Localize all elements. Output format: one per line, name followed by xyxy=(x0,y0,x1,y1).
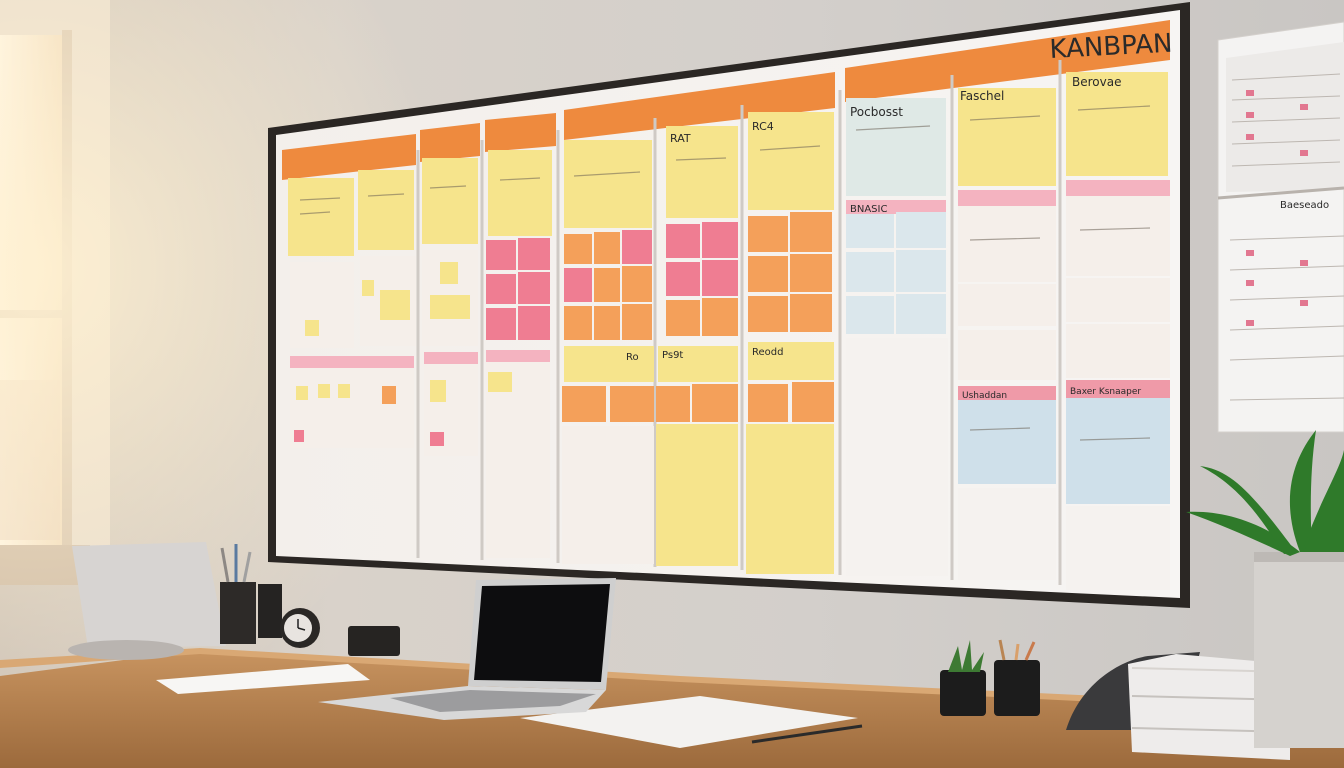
board-title: KANBPAN xyxy=(1049,29,1173,65)
paper-left xyxy=(156,664,370,694)
column-label-1: Pocbosst xyxy=(850,105,903,119)
column-header-4 xyxy=(564,72,835,140)
column-2-notes xyxy=(422,158,478,456)
note-mark-1: RAT xyxy=(670,132,691,145)
note-mark-4: Ps9t xyxy=(662,350,683,361)
column-9-notes xyxy=(1066,72,1170,590)
column-4-notes xyxy=(562,140,654,564)
kanban-board: KANBPAN xyxy=(268,2,1190,608)
note-mark-8: Reodd xyxy=(752,347,783,358)
column-header-2 xyxy=(420,123,480,162)
column-1-notes xyxy=(288,170,416,448)
note-mark-6: Ushaddan xyxy=(962,391,1007,401)
note-mark-5: BNASIC xyxy=(850,204,887,215)
note-mark-7: Baxer Ksnaaper xyxy=(1070,387,1141,397)
note-mark-2: RC4 xyxy=(752,120,774,133)
potted-plant xyxy=(1186,430,1344,748)
wall-chart-title: Baeseado xyxy=(1280,200,1329,211)
laptop xyxy=(318,578,616,720)
note-mark-3: Ro xyxy=(626,352,639,363)
column-8-notes xyxy=(958,88,1056,580)
column-header-3 xyxy=(485,113,556,152)
column-header-5 xyxy=(845,20,1170,102)
column-header-1 xyxy=(282,134,416,180)
back-laptop xyxy=(68,542,226,660)
column-3-notes xyxy=(486,150,552,558)
small-plant-2 xyxy=(994,639,1040,716)
wall-chart: Baeseado xyxy=(1217,21,1344,433)
column-6-notes xyxy=(746,112,834,574)
column-label-3: Berovae xyxy=(1072,75,1121,89)
desk-accessories-left xyxy=(220,544,400,656)
column-5-notes xyxy=(656,126,738,566)
paper-right xyxy=(520,696,858,748)
small-plant-1 xyxy=(940,640,986,716)
column-label-2: Faschel xyxy=(960,89,1004,103)
column-7-notes xyxy=(846,98,948,576)
